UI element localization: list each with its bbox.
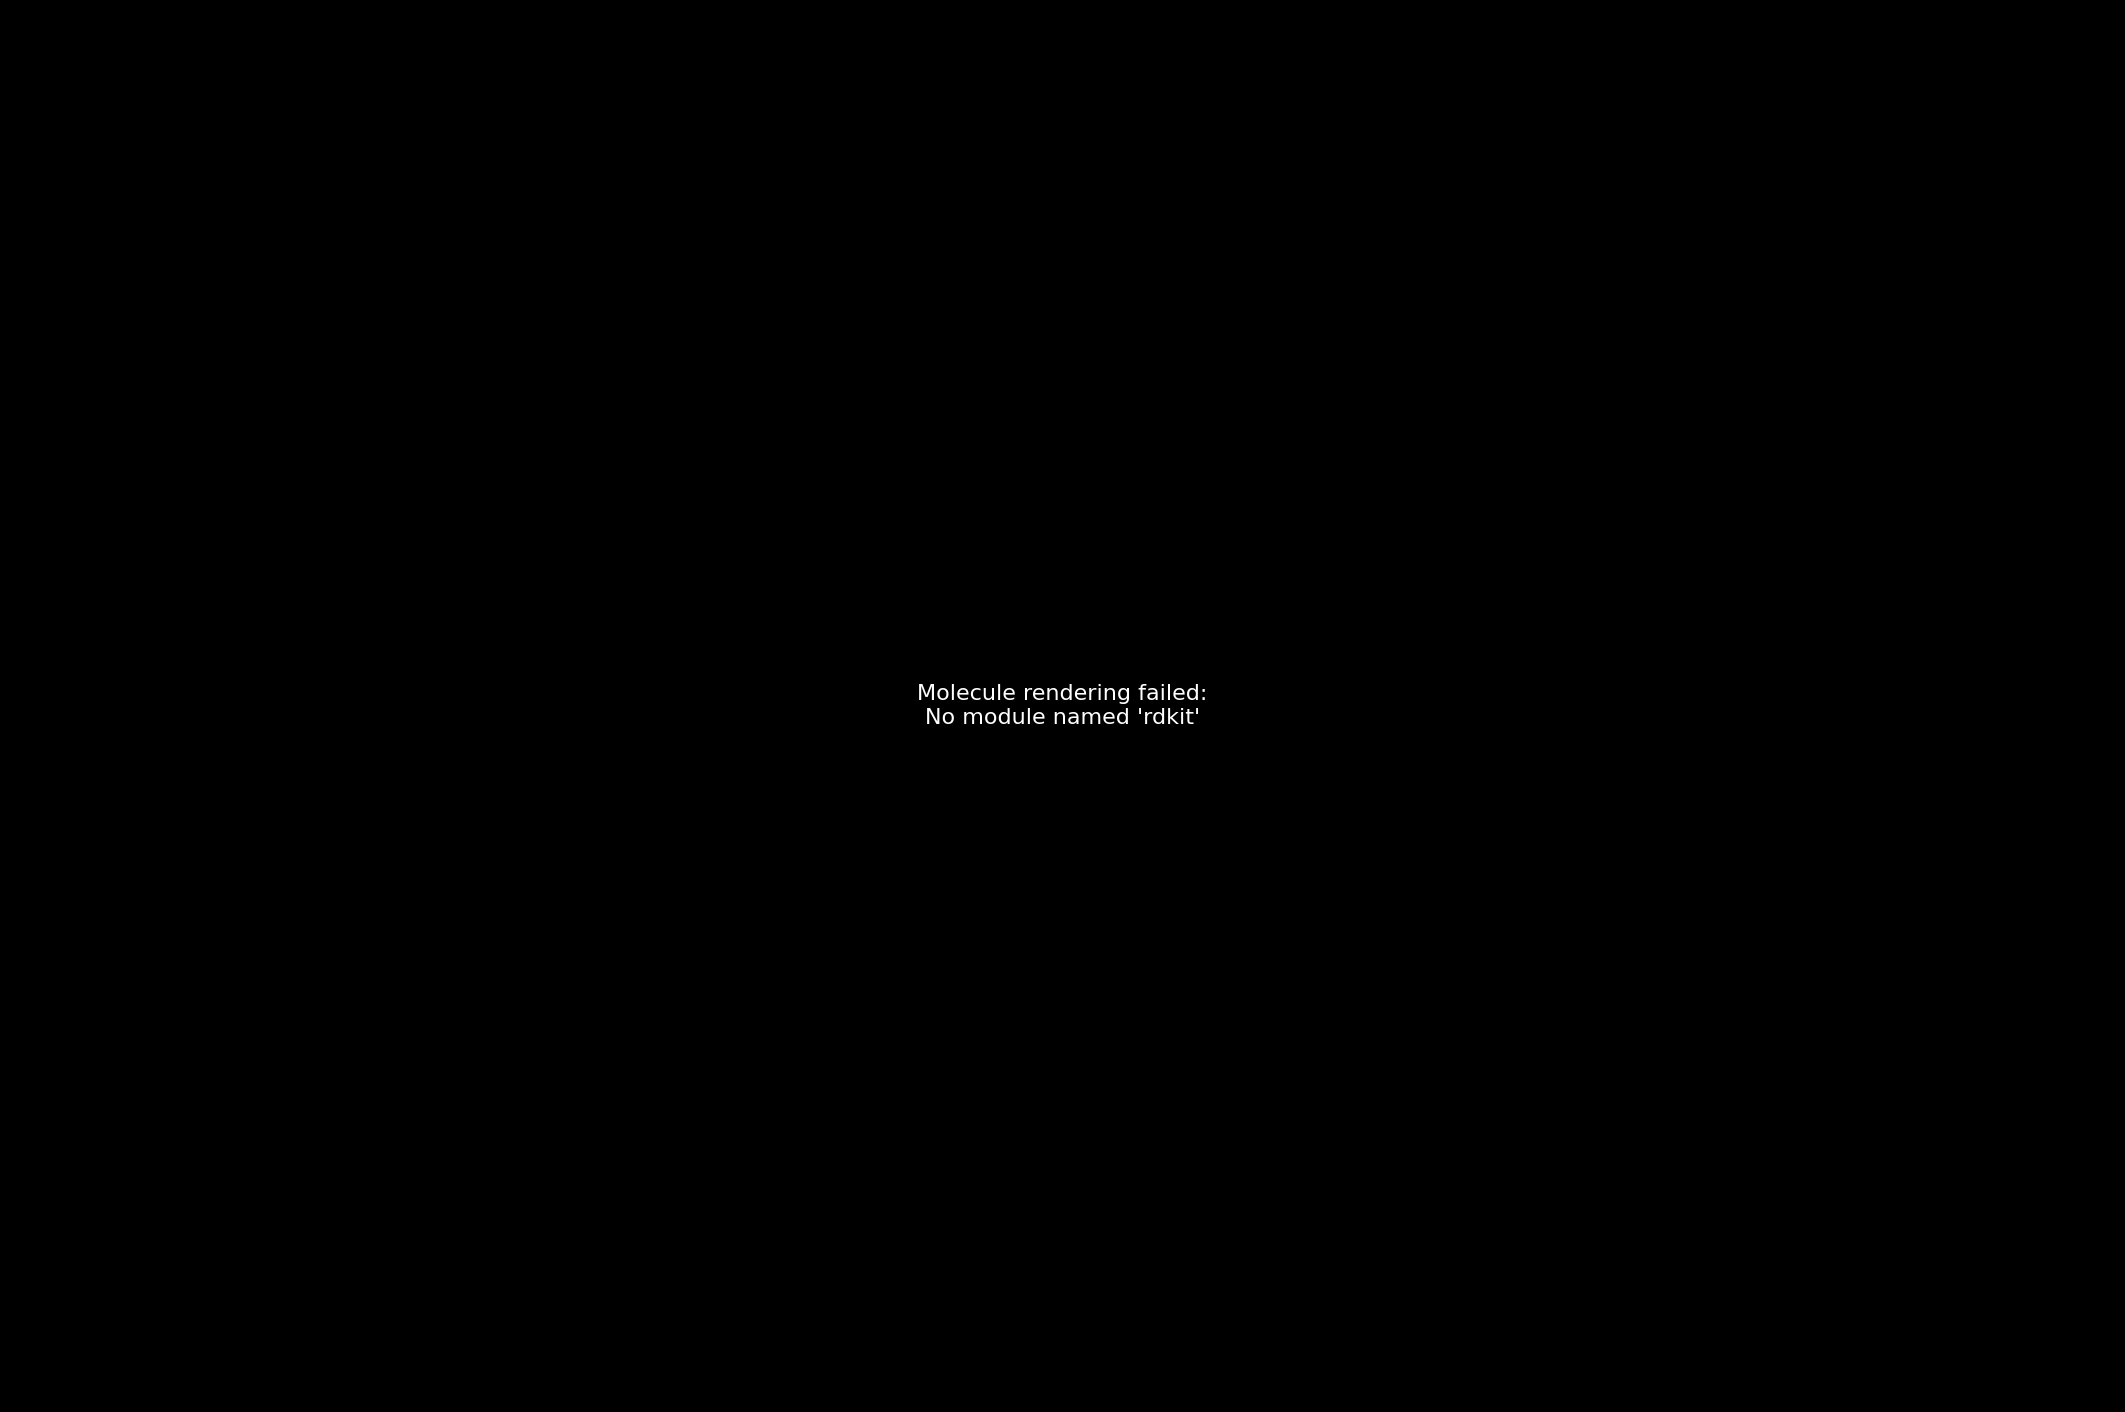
Text: Molecule rendering failed:
No module named 'rdkit': Molecule rendering failed: No module nam… — [918, 685, 1207, 727]
